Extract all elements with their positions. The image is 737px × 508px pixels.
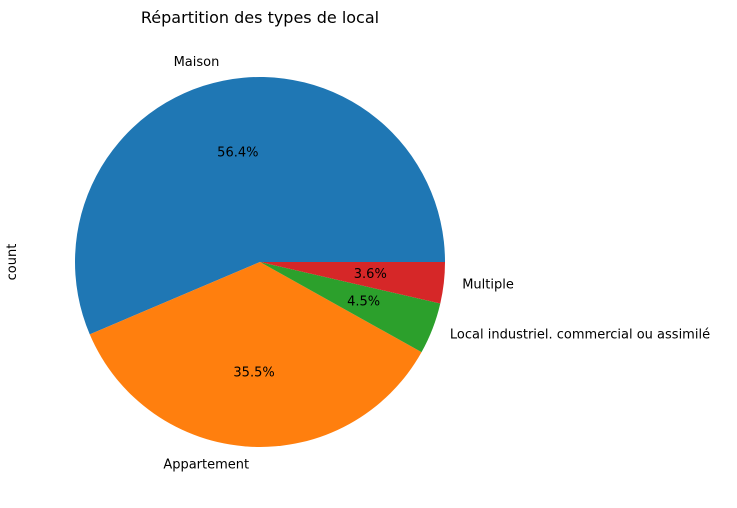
category-labels: Maison Appartement Local industriel. comme…	[163, 55, 710, 473]
percentage-label-local-industriel-commercial-ou-assimile: 4.5%	[347, 294, 380, 309]
percentage-label-appartement: 35.5%	[233, 365, 274, 380]
category-label-local-industriel-commercial-ou-assimile: Local industriel. commercial ou assimilé	[450, 328, 710, 343]
percentage-labels: 56.4% 35.5% 4.5% 3.6%	[217, 146, 387, 381]
y-axis-label: count	[5, 244, 20, 281]
category-label-appartement: Appartement	[163, 458, 249, 473]
pie-slice-appartement	[89, 262, 422, 447]
category-label-maison: Maison	[174, 55, 220, 70]
pie-slices	[75, 76, 446, 447]
pie-slice-local-industriel-commercial-ou-assimile	[260, 262, 441, 353]
percentage-label-maison: 56.4%	[217, 146, 258, 161]
pie-slice-maison	[75, 76, 446, 335]
pie-slice-multiple	[260, 262, 446, 304]
chart-title: Répartition des types de local	[141, 8, 379, 27]
percentage-label-multiple: 3.6%	[354, 267, 387, 282]
category-label-multiple: Multiple	[462, 277, 514, 292]
